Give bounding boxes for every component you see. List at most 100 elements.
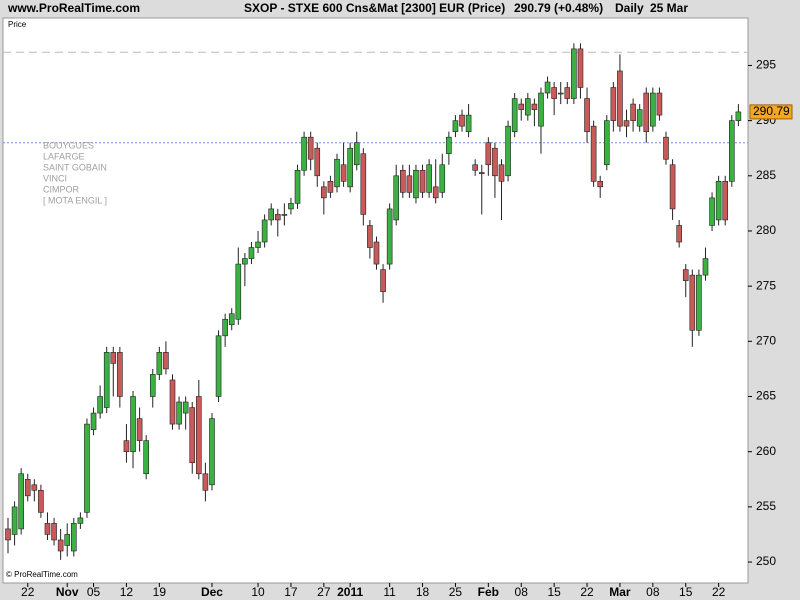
x-tick-label: 10 (251, 585, 265, 599)
x-tick-label: 15 (679, 585, 693, 599)
candle-body (538, 92, 544, 127)
x-tick-label: Feb (478, 585, 499, 599)
candle-body (413, 169, 419, 199)
candle-body (485, 142, 492, 166)
candle-body (90, 412, 97, 430)
y-tick-label: 250 (756, 554, 776, 568)
x-tick-label: 22 (712, 585, 726, 599)
candle-body (130, 396, 136, 452)
candle-body (459, 114, 465, 127)
candle-body (393, 175, 400, 221)
candle-body (169, 379, 176, 425)
candle-body (584, 98, 590, 132)
note: CIMPOR (43, 184, 80, 194)
chart-title: SXOP - STXE 600 Cns&Mat [2300] EUR (Pric… (244, 1, 505, 15)
candle-body (650, 92, 656, 127)
candle-body (103, 352, 110, 408)
candle-body (11, 506, 18, 535)
x-tick-label: 08 (515, 585, 529, 599)
candle-body (248, 247, 255, 259)
x-tick-label: 25 (449, 585, 463, 599)
candle-body (551, 87, 557, 99)
candle-body (64, 534, 71, 546)
candle-body (110, 352, 117, 364)
candle-body (426, 164, 432, 193)
candle-body (597, 181, 604, 188)
x-tick-label: 05 (87, 585, 101, 599)
period: Daily (615, 1, 644, 15)
y-tick-label: 265 (756, 389, 776, 403)
candle-body (452, 120, 459, 132)
candle-body (353, 142, 360, 166)
candle-body (156, 352, 163, 375)
change: 290.79 (+0.48%) (514, 1, 603, 15)
y-tick-label: 255 (756, 499, 776, 513)
candle-body (301, 136, 307, 171)
candle-body (722, 181, 729, 221)
candle-body (261, 219, 268, 243)
last-price-badge (749, 104, 793, 120)
x-tick-label: 15 (547, 585, 561, 599)
candle-body (735, 111, 742, 121)
candle-body (314, 147, 321, 177)
candle-body (446, 136, 452, 155)
candle-body (373, 241, 380, 265)
candle-body (149, 374, 156, 397)
candle-body (176, 401, 182, 425)
candle-body (242, 258, 248, 265)
candle-body (117, 352, 123, 397)
x-tick-label: 19 (153, 585, 167, 599)
y-tick-label: 280 (756, 223, 776, 237)
candle-body (623, 120, 630, 127)
y-tick-label: 270 (756, 334, 776, 348)
candle-body (57, 539, 64, 552)
candle-body (235, 263, 242, 320)
x-tick-label: Mar (609, 585, 631, 599)
candle-body (288, 203, 294, 210)
candle-body (518, 103, 525, 110)
candle-body (189, 407, 196, 464)
candle-body (696, 274, 702, 331)
plot-area (2, 17, 749, 584)
note: [ MOTA ENGIL ] (43, 195, 107, 205)
candle-body (228, 313, 235, 326)
candle-body (676, 225, 682, 243)
copyright: © ProRealTime.com (6, 570, 78, 579)
candle-body (136, 418, 143, 441)
candle-body (196, 396, 202, 475)
note: LAFARGE (43, 151, 85, 161)
candle-body (44, 523, 51, 535)
y-tick-label: 275 (756, 278, 776, 292)
candle-body (656, 92, 663, 116)
note: SAINT GOBAIN (43, 162, 107, 172)
candle-body (51, 523, 57, 541)
x-tick-label: 22 (21, 585, 35, 599)
candle-body (294, 169, 301, 204)
x-tick-label: 17 (284, 585, 298, 599)
candle-body (24, 478, 31, 497)
candle-body (386, 208, 393, 265)
candle-body (590, 125, 597, 182)
candle-body (274, 214, 281, 221)
candle-body (689, 274, 696, 331)
candle-body (38, 490, 44, 513)
candle-body (478, 172, 485, 174)
candle-body (5, 528, 11, 541)
candle-body (669, 164, 676, 210)
y-tick-label: 295 (756, 58, 776, 72)
candle-body (709, 197, 715, 226)
candle-body (439, 164, 446, 193)
candle-body (432, 186, 439, 199)
site: www.ProRealTime.com (7, 1, 140, 15)
candle-body (31, 484, 38, 491)
candle-body (143, 440, 149, 475)
candle-body (123, 440, 130, 452)
candle-body (215, 335, 222, 397)
x-tick-label: 18 (416, 585, 430, 599)
candle-body (281, 214, 288, 216)
candle-body (472, 164, 478, 171)
candle-body (544, 81, 551, 94)
candle-body (715, 181, 722, 221)
candle-body (209, 418, 215, 486)
